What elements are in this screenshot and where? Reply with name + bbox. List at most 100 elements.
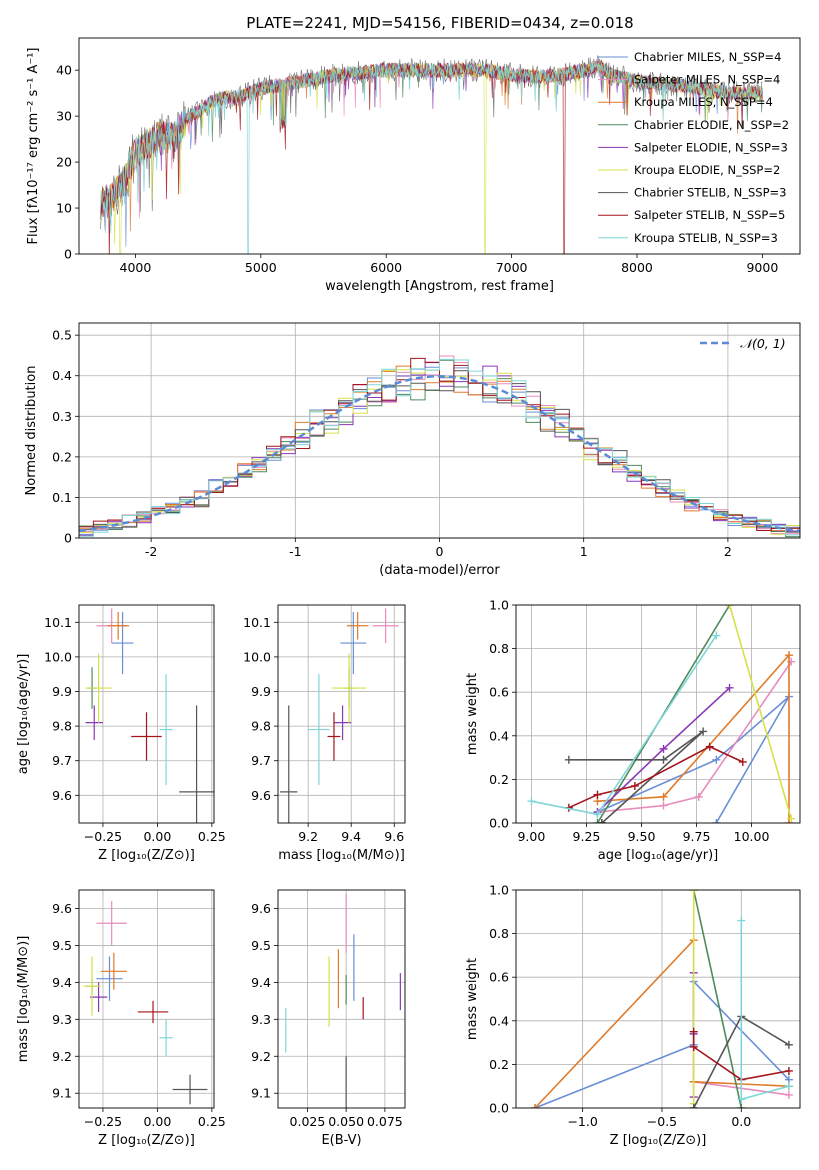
- x-axis-label: age [log₁₀(age/yr)]: [598, 848, 719, 863]
- x-tick-label: 9.25: [573, 829, 601, 844]
- mass-vs-Z-panel: −0.25 0.00 0.25 9.1 9.2 9.3 9.4 9.5 9.6 Z [log₁₀(…: [16, 889, 226, 1148]
- x-tick-label: 9000: [746, 260, 778, 275]
- y-tick-label: 0.0: [489, 816, 509, 831]
- weight-marker: [737, 1104, 746, 1108]
- y-axis-label: mass [log₁₀(M/M⊙)]: [16, 936, 31, 1063]
- weight-marker: [699, 727, 708, 736]
- weight-marker: [694, 792, 703, 801]
- weight-marker: [725, 683, 734, 692]
- weight-marker: [593, 810, 602, 819]
- x-tick-label: −1.0: [567, 1114, 597, 1129]
- x-tick-label: 9.6: [384, 829, 404, 844]
- weight-marker: [784, 819, 793, 823]
- weight-marker: [784, 651, 793, 660]
- y-tick-label: 0.8: [489, 926, 509, 941]
- x-tick-label: −0.25: [84, 829, 122, 844]
- weight-marker: [725, 605, 734, 609]
- y-tick-label: 9.6: [251, 901, 271, 916]
- y-tick-label: 0.4: [489, 728, 509, 743]
- y-tick-label: 0.2: [489, 1057, 509, 1072]
- y-axis-label: Flux [fλ10⁻¹⁷ erg cm⁻² s⁻¹ A⁻¹]: [26, 48, 41, 245]
- weight-marker: [787, 814, 796, 823]
- y-tick-label: 9.5: [251, 938, 271, 953]
- plot-area: [285, 893, 401, 1108]
- plot-area: [527, 605, 796, 823]
- y-tick-label: 9.9: [251, 684, 271, 699]
- y-tick-label: 0.8: [489, 641, 509, 656]
- y-tick-label: 0.6: [489, 970, 509, 985]
- y-tick-label: 10: [56, 201, 72, 216]
- histogram-step: [79, 358, 800, 537]
- x-tick-label: −0.25: [84, 1114, 122, 1129]
- weight-line: [597, 661, 792, 813]
- plot-area: [79, 355, 800, 538]
- spectrum-line: [99, 62, 763, 254]
- weight-line: [597, 652, 790, 823]
- weight-marker: [659, 792, 668, 801]
- legend-label: Chabrier ELODIE, N_SSP=2: [634, 118, 789, 132]
- weight-marker: [630, 781, 639, 790]
- x-tick-label: 4000: [120, 260, 152, 275]
- y-tick-label: 9.2: [251, 1049, 271, 1064]
- axes-frame: [277, 604, 406, 824]
- x-tick-label: 5000: [245, 260, 277, 275]
- x-axis-label: E(B-V): [321, 1133, 361, 1148]
- weight-marker: [712, 755, 721, 764]
- weight-marker: [659, 801, 668, 810]
- x-tick-label: 0: [436, 544, 444, 559]
- weight-marker: [593, 819, 602, 823]
- weight-marker: [689, 1042, 698, 1051]
- x-tick-label: 10.00: [734, 829, 770, 844]
- legend-label: Salpeter STELIB, N_SSP=5: [634, 208, 785, 222]
- y-axis-label: mass weight: [465, 958, 480, 1040]
- x-tick-label: 0.25: [198, 1114, 226, 1129]
- x-tick-label: 1: [580, 544, 588, 559]
- y-tick-label: 0.3: [52, 409, 72, 424]
- y-tick-label: 9.5: [52, 938, 72, 953]
- y-tick-label: 9.1: [52, 1086, 72, 1101]
- y-tick-label: 10.1: [243, 615, 271, 630]
- weight-marker: [784, 1082, 793, 1091]
- y-tick-label: 1.0: [489, 883, 509, 898]
- weight-marker: [784, 1066, 793, 1075]
- age-vs-mass-panel: 9.2 9.4 9.6 9.6 9.7 9.8 9.9 10.0 10.1 mass [log₁₀…: [243, 604, 406, 863]
- x-tick-label: 0.025: [290, 1114, 326, 1129]
- legend-label: Kroupa ELODIE, N_SSP=2: [634, 163, 780, 177]
- y-tick-label: 0.5: [52, 328, 72, 343]
- x-tick-label: 0.00: [143, 1114, 171, 1129]
- legend: 𝒩(0, 1): [700, 336, 786, 351]
- y-tick-label: 0: [64, 247, 72, 262]
- y-tick-label: 0.2: [52, 449, 72, 464]
- y-axis-label: mass weight: [465, 673, 480, 755]
- weight-marker: [712, 819, 721, 823]
- x-tick-label: 8000: [621, 260, 653, 275]
- histogram-step: [79, 370, 800, 533]
- weight-marker: [738, 757, 747, 766]
- y-tick-label: 9.6: [251, 788, 271, 803]
- x-tick-label: 9.2: [298, 829, 318, 844]
- legend-label: Salpeter ELODIE, N_SSP=3: [634, 140, 788, 154]
- figure-title: PLATE=2241, MJD=54156, FIBERID=0434, z=0…: [246, 14, 633, 32]
- plot-area: [85, 608, 214, 823]
- axes-frame: [78, 604, 215, 824]
- y-tick-label: 9.7: [251, 753, 271, 768]
- y-tick-label: 0.6: [489, 685, 509, 700]
- y-tick-label: 40: [56, 63, 72, 78]
- mass-vs-ebv-panel: 0.025 0.050 0.075 9.1 9.2 9.3 9.4 9.5 9.6 E(B-V): [251, 889, 406, 1148]
- x-axis-label: (data-model)/error: [379, 563, 500, 578]
- weight-marker: [527, 797, 536, 806]
- y-tick-label: 0.1: [52, 490, 72, 505]
- weight-marker: [712, 631, 721, 640]
- age-vs-Z-panel: −0.25 0.00 0.25 9.6 9.7 9.8 9.9 10.0 10.1 Z [log₁…: [16, 604, 226, 863]
- x-tick-label: 0.25: [198, 829, 226, 844]
- legend-label: Kroupa STELIB, N_SSP=3: [634, 231, 778, 245]
- weight-marker: [593, 790, 602, 799]
- weight-marker: [737, 1095, 746, 1104]
- x-axis-label: mass [log₁₀(M/M⊙)]: [278, 848, 405, 863]
- weight-marker: [659, 744, 668, 753]
- weight-marker: [784, 1040, 793, 1049]
- normal-curve: [79, 374, 800, 533]
- x-tick-label: 9.75: [683, 829, 711, 844]
- y-tick-label: 9.6: [52, 901, 72, 916]
